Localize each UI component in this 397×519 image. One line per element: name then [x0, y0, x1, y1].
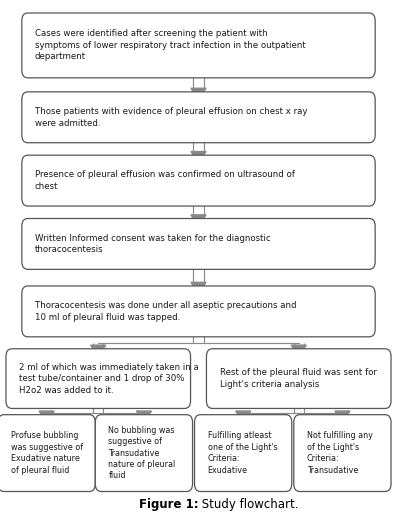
Polygon shape — [91, 345, 106, 357]
Text: Not fulfilling any
of the Light's
Criteria:
Transudative: Not fulfilling any of the Light's Criter… — [307, 431, 373, 475]
FancyBboxPatch shape — [22, 13, 375, 78]
Polygon shape — [335, 411, 350, 422]
Text: No bubbling was
suggestive of
Transudative
nature of pleural
fluid: No bubbling was suggestive of Transudati… — [108, 426, 175, 481]
Text: Cases were identified after screening the patient with
symptoms of lower respira: Cases were identified after screening th… — [35, 30, 306, 61]
Text: Those patients with evidence of pleural effusion on chest x ray
were admitted.: Those patients with evidence of pleural … — [35, 107, 307, 128]
FancyBboxPatch shape — [206, 349, 391, 408]
Text: Thoracocentesis was done under all aseptic precautions and
10 ml of pleural flui: Thoracocentesis was done under all asept… — [35, 301, 297, 322]
FancyBboxPatch shape — [6, 349, 191, 408]
FancyBboxPatch shape — [195, 415, 292, 491]
Text: Profuse bubbling
was suggestive of
Exudative nature
of pleural fluid: Profuse bubbling was suggestive of Exuda… — [11, 431, 83, 475]
Text: Fulfilling atleast
one of the Light's
Criteria:
Exudative: Fulfilling atleast one of the Light's Cr… — [208, 431, 277, 475]
FancyBboxPatch shape — [0, 415, 95, 491]
Text: Study flowchart.: Study flowchart. — [198, 498, 299, 511]
Polygon shape — [137, 411, 152, 422]
Text: Rest of the pleural fluid was sent for
Light's criteria analysis: Rest of the pleural fluid was sent for L… — [220, 368, 376, 389]
Polygon shape — [39, 411, 54, 422]
Text: Presence of pleural effusion was confirmed on ultrasound of
chest: Presence of pleural effusion was confirm… — [35, 170, 295, 191]
FancyBboxPatch shape — [22, 286, 375, 337]
Text: Figure 1: Study flowchart.: Figure 1: Study flowchart. — [123, 498, 274, 511]
Text: Written Informed consent was taken for the diagnostic
thoracocentesis: Written Informed consent was taken for t… — [35, 234, 271, 254]
FancyBboxPatch shape — [294, 415, 391, 491]
Polygon shape — [291, 345, 306, 357]
Polygon shape — [191, 282, 206, 294]
FancyBboxPatch shape — [22, 92, 375, 143]
Polygon shape — [191, 152, 206, 163]
Polygon shape — [191, 215, 206, 226]
FancyBboxPatch shape — [22, 218, 375, 269]
FancyBboxPatch shape — [95, 415, 193, 491]
FancyBboxPatch shape — [22, 155, 375, 206]
Text: 2 ml of which was immediately taken in a
test tube/container and 1 drop of 30%
H: 2 ml of which was immediately taken in a… — [19, 363, 199, 394]
Polygon shape — [191, 88, 206, 100]
Text: Figure 1:: Figure 1: — [139, 498, 198, 511]
Polygon shape — [236, 411, 251, 422]
